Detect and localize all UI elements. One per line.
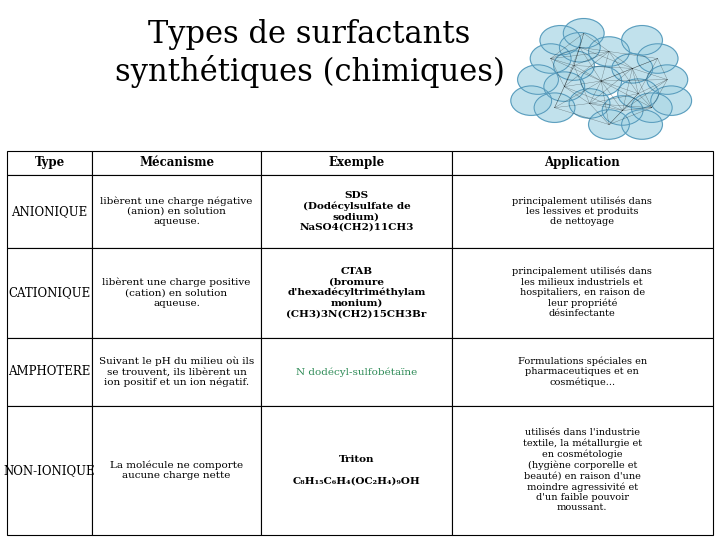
Bar — [92, 151, 261, 175]
Bar — [261, 406, 451, 535]
Circle shape — [612, 53, 653, 83]
Text: Formulations spéciales en
pharmaceutiques et en
cosmétique...: Formulations spéciales en pharmaceutique… — [518, 356, 647, 387]
Text: AMPHOTERE: AMPHOTERE — [9, 366, 91, 379]
Text: Application: Application — [544, 157, 620, 170]
Text: Mécanisme: Mécanisme — [139, 157, 214, 170]
Circle shape — [588, 110, 629, 139]
Text: Type: Type — [35, 157, 65, 170]
Circle shape — [602, 96, 643, 125]
Bar — [261, 338, 451, 406]
Text: NON-IONIQUE: NON-IONIQUE — [4, 464, 95, 477]
Text: Suivant le pH du milieu où ils
se trouvent, ils libèrent un
ion positif et un io: Suivant le pH du milieu où ils se trouve… — [99, 356, 254, 387]
Circle shape — [618, 79, 659, 109]
Bar — [451, 175, 713, 247]
Circle shape — [651, 86, 692, 116]
Circle shape — [621, 110, 662, 139]
Text: Exemple: Exemple — [328, 157, 384, 170]
Text: libèrent une charge négative
(anion) en solution
aqueuse.: libèrent une charge négative (anion) en … — [100, 196, 253, 226]
Text: N dodécyl-sulfobétaïne: N dodécyl-sulfobétaïne — [296, 367, 417, 376]
Circle shape — [540, 25, 581, 55]
Text: utilisés dans l'industrie
textile, la métallurgie et
en cosmétologie
(hygiène co: utilisés dans l'industrie textile, la mé… — [523, 428, 642, 512]
Bar — [7, 338, 92, 406]
Bar — [451, 338, 713, 406]
Bar — [7, 175, 92, 247]
Circle shape — [588, 37, 629, 66]
Circle shape — [569, 89, 610, 118]
Circle shape — [544, 72, 585, 102]
Bar — [7, 247, 92, 338]
Text: CTAB
(bromure
d'hexadécyltriméthylam
monium)
(CH3)3N(CH2)15CH3Br: CTAB (bromure d'hexadécyltriméthylam mon… — [287, 267, 427, 318]
Text: principalement utilisés dans
les lessives et produits
de nettoyage: principalement utilisés dans les lessive… — [513, 196, 652, 226]
Bar — [92, 406, 261, 535]
Bar — [261, 247, 451, 338]
Circle shape — [647, 65, 688, 94]
Bar — [92, 338, 261, 406]
Circle shape — [510, 86, 552, 116]
Text: CATIONIQUE: CATIONIQUE — [9, 286, 91, 299]
Bar — [451, 247, 713, 338]
Bar — [92, 175, 261, 247]
Bar — [92, 247, 261, 338]
Text: ANIONIQUE: ANIONIQUE — [12, 205, 88, 218]
Circle shape — [581, 66, 621, 96]
Text: La molécule ne comporte
aucune charge nette: La molécule ne comporte aucune charge ne… — [110, 461, 243, 480]
Circle shape — [530, 44, 571, 73]
Bar — [261, 151, 451, 175]
Circle shape — [631, 93, 672, 123]
Text: Types de surfactants
synthétiques (chimiques): Types de surfactants synthétiques (chimi… — [114, 19, 505, 88]
Circle shape — [534, 93, 575, 123]
Bar — [7, 406, 92, 535]
Text: SDS
(Dodécylsulfate de
sodium)
NaSO4(CH2)11CH3: SDS (Dodécylsulfate de sodium) NaSO4(CH2… — [300, 191, 414, 232]
Circle shape — [563, 18, 604, 48]
Circle shape — [518, 65, 559, 94]
Circle shape — [559, 32, 600, 62]
Text: principalement utilisés dans
les milieux industriels et
hospitaliers, en raison : principalement utilisés dans les milieux… — [513, 267, 652, 319]
Circle shape — [554, 51, 595, 80]
Bar — [451, 151, 713, 175]
Bar — [7, 151, 92, 175]
Circle shape — [637, 44, 678, 73]
Circle shape — [621, 25, 662, 55]
Text: libèrent une charge positive
(cation) en solution
aqueuse.: libèrent une charge positive (cation) en… — [102, 278, 251, 308]
Bar — [451, 406, 713, 535]
Bar — [261, 175, 451, 247]
Text: Triton

C₈H₁₅C₆H₄(OC₂H₄)₉OH: Triton C₈H₁₅C₆H₄(OC₂H₄)₉OH — [292, 455, 420, 485]
